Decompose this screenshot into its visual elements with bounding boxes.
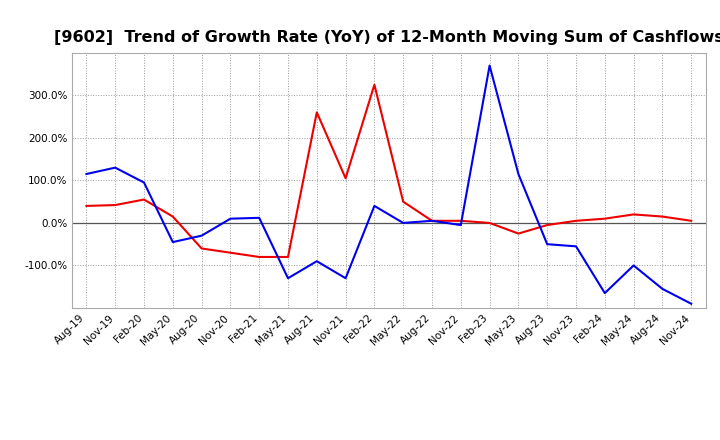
Title: [9602]  Trend of Growth Rate (YoY) of 12-Month Moving Sum of Cashflows: [9602] Trend of Growth Rate (YoY) of 12-…: [54, 29, 720, 45]
